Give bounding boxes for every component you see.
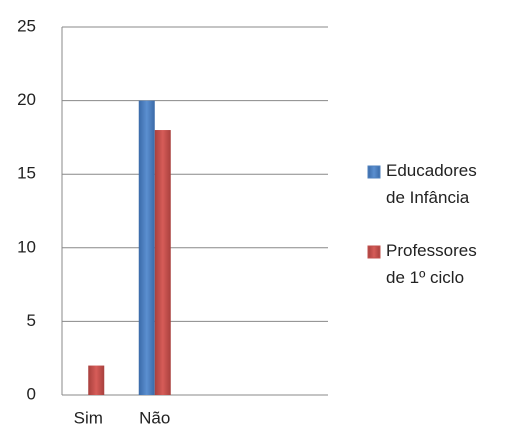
legend-swatch	[367, 245, 381, 259]
y-tick-label: 15	[17, 164, 36, 183]
legend-swatch	[367, 165, 381, 179]
y-tick-label: 10	[17, 237, 36, 256]
y-tick-label: 20	[17, 90, 36, 109]
y-tick-label: 25	[17, 16, 36, 35]
y-tick-label: 5	[27, 311, 36, 330]
legend-label: Educadores de Infância	[386, 161, 477, 207]
y-tick-label: 0	[27, 384, 36, 403]
bar	[154, 130, 171, 396]
bar	[88, 365, 105, 395]
bar	[138, 100, 155, 395]
x-tick-label: Não	[139, 408, 170, 427]
x-tick-label: Sim	[74, 408, 103, 427]
legend-label: Professores de 1º ciclo	[386, 241, 477, 287]
